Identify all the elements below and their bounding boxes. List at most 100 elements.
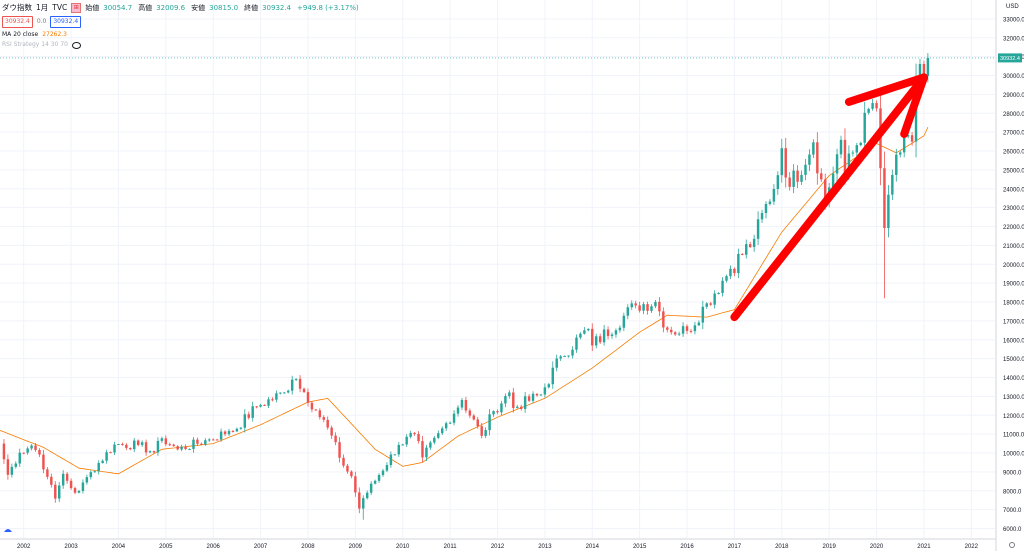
candle bbox=[184, 444, 187, 451]
candle bbox=[318, 408, 322, 420]
candle bbox=[164, 435, 168, 447]
candle bbox=[330, 425, 333, 439]
candle bbox=[591, 323, 594, 352]
candle bbox=[129, 447, 132, 451]
candle bbox=[476, 416, 479, 429]
candle bbox=[65, 472, 69, 484]
x-tick-label: 2018 bbox=[775, 544, 789, 550]
candle bbox=[196, 437, 199, 447]
candle bbox=[752, 234, 756, 252]
candle bbox=[405, 434, 408, 447]
candle bbox=[77, 489, 81, 494]
candle bbox=[812, 139, 815, 159]
candle bbox=[247, 411, 250, 420]
buy-button[interactable]: 30932.4 bbox=[50, 16, 82, 28]
eye-icon[interactable] bbox=[72, 42, 81, 49]
candle bbox=[820, 168, 823, 182]
candle bbox=[152, 450, 156, 454]
candle bbox=[302, 387, 306, 393]
candle bbox=[156, 437, 160, 456]
y-tick-label: 18000.0 bbox=[1003, 301, 1024, 307]
candle bbox=[816, 132, 819, 185]
candle bbox=[717, 292, 720, 295]
candle bbox=[713, 290, 716, 309]
candle bbox=[725, 274, 728, 283]
high-label: 高値 bbox=[138, 3, 153, 12]
rsi-indicator-row[interactable]: RSI Strategy 14 30 70 bbox=[2, 42, 361, 49]
gear-icon[interactable] bbox=[1009, 542, 1015, 548]
candle bbox=[381, 468, 385, 477]
candle bbox=[354, 471, 357, 497]
y-tick-label: 29000.0 bbox=[1003, 93, 1024, 99]
chart-legend: ダウ指数 1月 TVC ⊞ 始値 30054.7 高値 32009.6 安値 3081… bbox=[2, 2, 361, 49]
candle bbox=[535, 393, 539, 397]
candle bbox=[377, 473, 381, 483]
candle bbox=[551, 361, 555, 389]
candle bbox=[579, 332, 582, 340]
candle bbox=[429, 440, 432, 450]
candle bbox=[587, 328, 590, 332]
interval-label[interactable]: 1月 bbox=[36, 3, 49, 13]
candle bbox=[614, 328, 618, 338]
candle bbox=[279, 392, 282, 395]
candle bbox=[472, 414, 476, 421]
candle bbox=[287, 389, 290, 394]
candle bbox=[18, 448, 21, 467]
candle bbox=[34, 443, 37, 452]
last-price-tag bbox=[998, 53, 1022, 63]
candle bbox=[290, 375, 294, 395]
candle bbox=[654, 300, 657, 309]
candle bbox=[373, 479, 377, 485]
symbol-name[interactable]: ダウ指数 bbox=[2, 3, 32, 13]
candle bbox=[555, 354, 558, 372]
candle bbox=[204, 438, 207, 446]
candle bbox=[602, 325, 606, 346]
candle bbox=[780, 138, 784, 183]
ma-indicator-row[interactable]: MA 20 close 27262.3 bbox=[2, 32, 361, 38]
candle bbox=[492, 410, 495, 417]
candle bbox=[547, 382, 551, 389]
candle bbox=[887, 185, 890, 238]
candle bbox=[263, 404, 266, 407]
candle bbox=[559, 354, 562, 361]
y-tick-label: 9000.0 bbox=[1003, 470, 1022, 476]
candle bbox=[630, 300, 633, 310]
candle bbox=[855, 142, 859, 158]
candle bbox=[658, 297, 661, 317]
candle bbox=[58, 482, 61, 503]
y-tick-label: 21000.0 bbox=[1003, 244, 1024, 250]
candle bbox=[334, 432, 337, 446]
candle bbox=[642, 301, 645, 315]
y-tick-label: 33000.0 bbox=[1003, 17, 1024, 23]
candle bbox=[219, 428, 223, 442]
x-tick-label: 2002 bbox=[17, 544, 31, 550]
sell-button[interactable]: 30932.4 bbox=[2, 16, 33, 28]
candle bbox=[808, 149, 811, 172]
candle bbox=[464, 396, 468, 414]
candle bbox=[101, 459, 104, 464]
candle bbox=[871, 98, 874, 111]
candle bbox=[211, 438, 215, 441]
candle bbox=[741, 253, 744, 256]
candle bbox=[480, 422, 483, 439]
candle bbox=[283, 392, 286, 394]
candle bbox=[594, 333, 598, 349]
candle bbox=[81, 479, 85, 494]
candle bbox=[764, 201, 768, 219]
candle bbox=[417, 431, 420, 444]
candle bbox=[531, 391, 535, 404]
y-tick-label: 27000.0 bbox=[1003, 131, 1024, 137]
candle bbox=[776, 171, 780, 195]
candles bbox=[2, 53, 930, 520]
candle bbox=[10, 463, 14, 478]
candle bbox=[342, 454, 345, 468]
candle bbox=[899, 150, 902, 158]
alert-icon[interactable]: ⊞ bbox=[71, 3, 82, 13]
candle bbox=[437, 430, 440, 440]
ma-indicator-value: 27262.3 bbox=[42, 31, 67, 38]
y-tick-label: 24000.0 bbox=[1003, 187, 1024, 193]
candle bbox=[444, 421, 448, 431]
